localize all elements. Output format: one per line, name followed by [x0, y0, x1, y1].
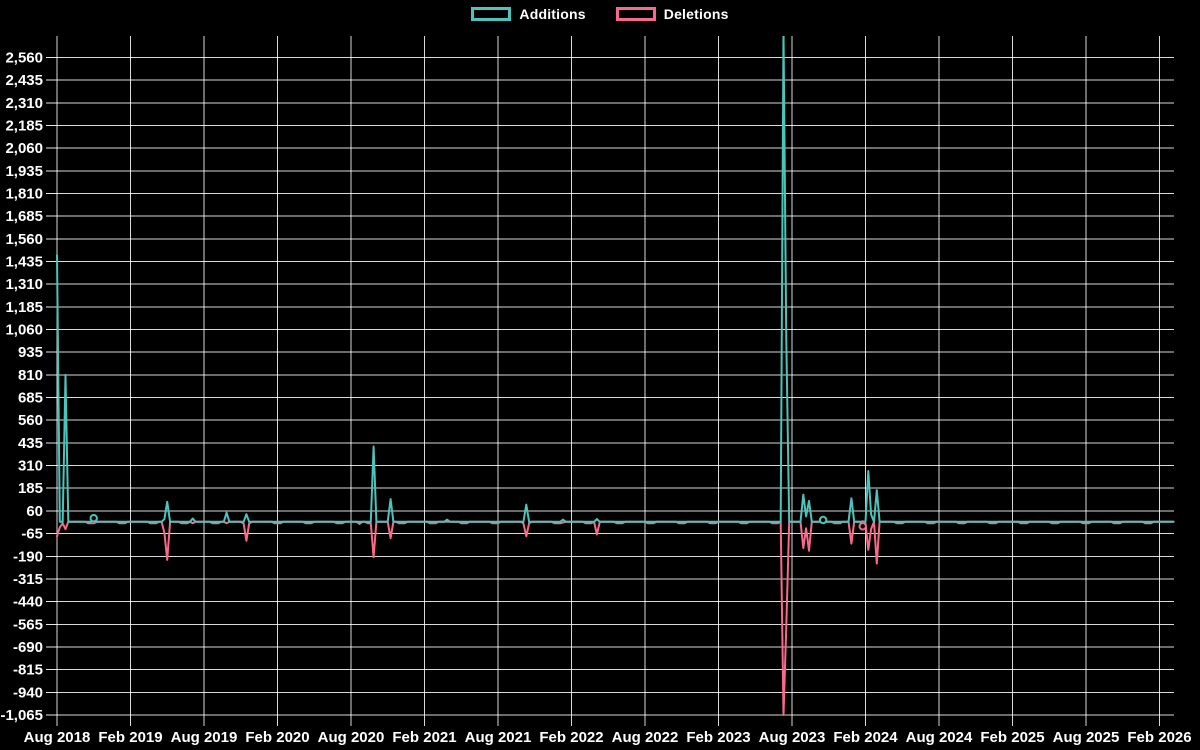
vertical-gridlines [56, 36, 1160, 726]
svg-text:685: 685 [18, 390, 43, 407]
svg-text:1,685: 1,685 [5, 208, 43, 225]
legend-item-deletions[interactable]: Deletions [615, 6, 729, 22]
svg-text:Aug 2020: Aug 2020 [318, 729, 385, 746]
y-axis-labels: 2,560 2,435 2,310 2,185 2,060 1,935 1,810 1,685… [0, 49, 43, 724]
svg-text:Feb 2021: Feb 2021 [392, 729, 456, 746]
additions-swatch-icon [471, 7, 512, 21]
svg-text:810: 810 [18, 367, 43, 384]
svg-text:2,310: 2,310 [5, 95, 43, 112]
svg-text:Aug 2021: Aug 2021 [465, 729, 532, 746]
svg-text:Feb 2023: Feb 2023 [686, 729, 750, 746]
svg-text:-190: -190 [13, 548, 43, 565]
svg-text:-565: -565 [13, 616, 43, 633]
svg-text:Feb 2024: Feb 2024 [833, 729, 898, 746]
x-axis-labels: Aug 2018 Feb 2019 Aug 2019 Feb 2020 Aug 2020… [24, 729, 1192, 746]
svg-text:-940: -940 [13, 684, 43, 701]
legend-label-deletions: Deletions [663, 6, 729, 22]
svg-text:Aug 2022: Aug 2022 [612, 729, 679, 746]
horizontal-gridlines [57, 56, 1174, 716]
svg-text:Feb 2026: Feb 2026 [1127, 729, 1191, 746]
svg-text:1,435: 1,435 [5, 254, 43, 271]
legend-item-additions[interactable]: Additions [471, 6, 586, 22]
svg-text:Aug 2024: Aug 2024 [906, 729, 973, 746]
svg-text:Aug 2019: Aug 2019 [171, 729, 238, 746]
chart-legend: Additions Deletions [0, 6, 1200, 22]
svg-text:435: 435 [18, 435, 43, 452]
svg-text:1,810: 1,810 [5, 186, 43, 203]
svg-text:Aug 2025: Aug 2025 [1053, 729, 1120, 746]
y-axis-ticks [46, 56, 57, 716]
svg-text:1,060: 1,060 [5, 322, 43, 339]
legend-label-additions: Additions [519, 6, 586, 22]
svg-text:-65: -65 [21, 526, 43, 543]
svg-text:185: 185 [18, 480, 43, 497]
svg-text:560: 560 [18, 412, 43, 429]
svg-text:-315: -315 [13, 571, 43, 588]
svg-text:Aug 2023: Aug 2023 [759, 729, 826, 746]
svg-text:-815: -815 [13, 662, 43, 679]
svg-text:1,560: 1,560 [5, 231, 43, 248]
svg-text:2,185: 2,185 [5, 117, 43, 134]
deletions-swatch-icon [615, 7, 656, 21]
additions-line [56, 36, 1175, 523]
svg-text:-1,065: -1,065 [0, 707, 43, 724]
svg-text:310: 310 [18, 458, 43, 475]
svg-text:1,185: 1,185 [5, 299, 43, 316]
svg-text:Feb 2025: Feb 2025 [980, 729, 1044, 746]
svg-text:1,935: 1,935 [5, 163, 43, 180]
svg-text:Feb 2020: Feb 2020 [245, 729, 309, 746]
svg-text:2,435: 2,435 [5, 72, 43, 89]
svg-text:935: 935 [18, 344, 43, 361]
data-point-markers [89, 514, 867, 531]
svg-text:60: 60 [26, 503, 43, 520]
svg-text:Feb 2019: Feb 2019 [98, 729, 162, 746]
svg-text:-690: -690 [13, 639, 43, 656]
deletions-line [56, 520, 1175, 716]
svg-text:Aug 2018: Aug 2018 [24, 729, 91, 746]
svg-text:2,560: 2,560 [5, 49, 43, 66]
svg-text:Feb 2022: Feb 2022 [539, 729, 603, 746]
svg-text:1,310: 1,310 [5, 276, 43, 293]
svg-text:2,060: 2,060 [5, 140, 43, 157]
svg-text:-440: -440 [13, 594, 43, 611]
